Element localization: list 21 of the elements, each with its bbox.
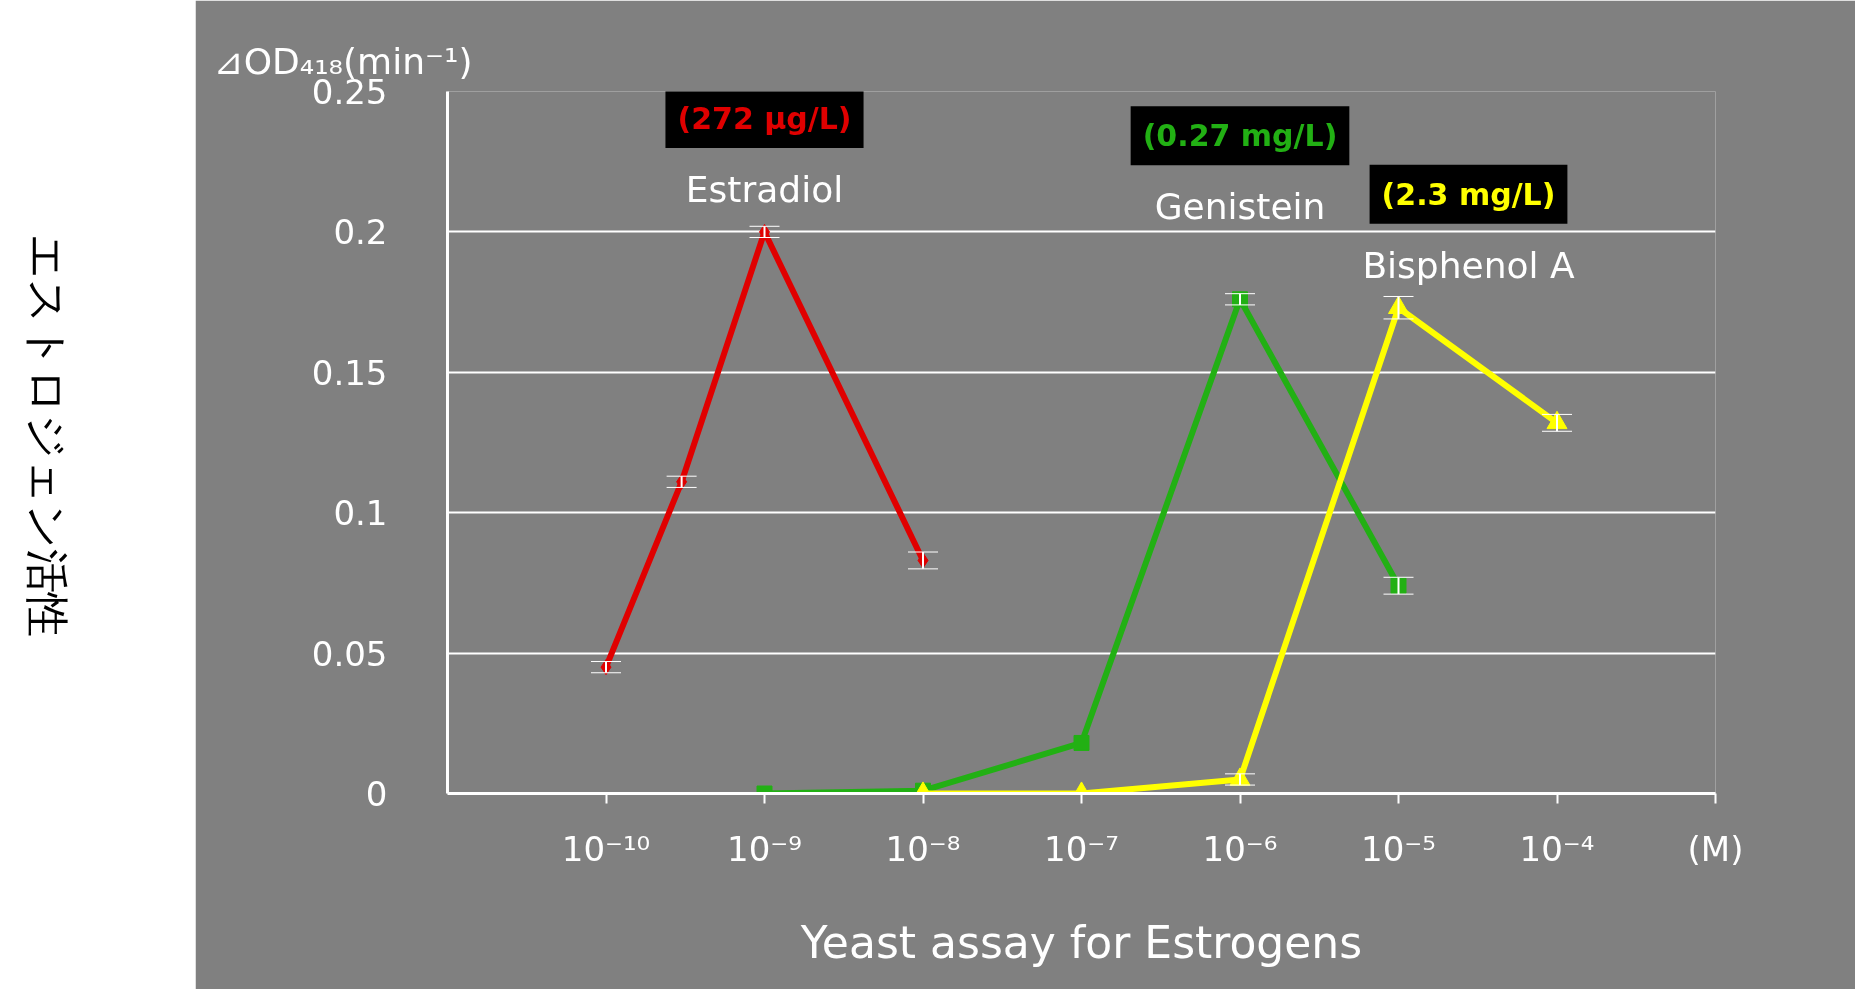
- text: エストロジェン活性: [21, 233, 73, 637]
- series-label: Bisphenol A: [1362, 244, 1575, 286]
- y-tick-label: 0.1: [333, 493, 388, 534]
- x-axis-title: Yeast assay for Estrogens: [799, 916, 1363, 968]
- x-tick-label: 10⁻⁴: [1519, 828, 1595, 869]
- x-tick-label: 10⁻⁹: [727, 828, 802, 869]
- x-tick-label: 10⁻⁶: [1202, 828, 1278, 869]
- text: (M): [1687, 828, 1744, 869]
- y-tick-label: 0: [365, 774, 388, 814]
- x-tick-label: 10⁻⁸: [885, 828, 961, 869]
- x-tick-label: 10⁻⁷: [1044, 828, 1119, 869]
- annotation: (0.27 mg/L): [1142, 118, 1338, 154]
- y-tick-label: 0.2: [333, 212, 388, 253]
- text: Genistein: [1154, 186, 1326, 228]
- y-tick-label: 0.05: [311, 633, 388, 674]
- x-tick-label: 10⁻¹⁰: [561, 828, 651, 869]
- x-tick-label: 10⁻⁵: [1361, 828, 1436, 869]
- annotation: (2.3 mg/L): [1381, 176, 1556, 212]
- series-label: Estradiol: [685, 168, 844, 210]
- annotation: (272 µg/L): [677, 100, 852, 136]
- y-tick-label: 0.15: [311, 352, 388, 393]
